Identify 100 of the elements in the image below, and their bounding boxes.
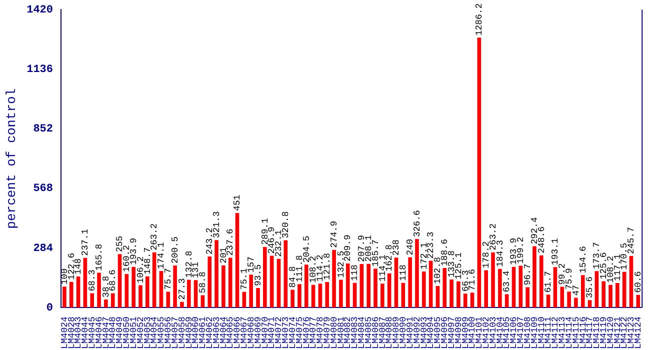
bar [90, 293, 94, 308]
bar [173, 266, 177, 308]
bar [76, 276, 80, 308]
data-label: 148 [74, 258, 84, 275]
data-label: 68.6 [108, 270, 118, 292]
bar [602, 281, 606, 308]
bar [263, 246, 267, 308]
bar [616, 283, 620, 308]
data-label: 209.9 [343, 234, 354, 262]
bar [110, 293, 115, 308]
data-label: 27.3 [177, 278, 188, 300]
bar [186, 280, 191, 308]
bar [456, 281, 460, 308]
y-tick-label: 1420 [26, 4, 54, 16]
bar [249, 274, 253, 308]
data-label: 320.8 [281, 211, 292, 238]
bar [366, 264, 370, 308]
y-tick-label: 852 [33, 124, 54, 136]
bar [325, 282, 330, 308]
bar [228, 258, 232, 308]
bar [428, 260, 433, 308]
bar [401, 282, 406, 308]
data-label: 248.6 [536, 226, 547, 254]
bar [422, 271, 426, 308]
bar [594, 271, 599, 308]
bar [214, 240, 218, 308]
bar [298, 284, 302, 308]
bar [138, 285, 142, 308]
data-label: 118 [350, 264, 360, 281]
bar [62, 286, 66, 308]
data-label: 1286.2 [474, 3, 485, 36]
y-tick-label: 284 [33, 242, 54, 255]
bar [97, 272, 101, 308]
data-label: 237.1 [80, 228, 91, 256]
data-label: 199.2 [516, 236, 526, 264]
bar [553, 267, 558, 308]
bar [408, 257, 412, 308]
bar [567, 292, 571, 308]
bar [352, 282, 357, 308]
bar [394, 258, 398, 308]
bar [636, 294, 640, 308]
bar [360, 264, 364, 308]
bar [526, 287, 530, 308]
bar [242, 292, 246, 308]
bar [222, 265, 226, 308]
data-label: 174.1 [156, 242, 167, 270]
data-label: 58.8 [198, 272, 208, 294]
x-tick-label: LM4124 [634, 316, 644, 349]
bar [560, 286, 564, 308]
bar [442, 268, 447, 308]
data-label: 60.6 [634, 271, 644, 293]
bar [339, 280, 343, 308]
data-label: 121.8 [322, 253, 333, 280]
data-label: 274.9 [329, 220, 340, 248]
bar [311, 284, 316, 308]
bar [588, 300, 592, 308]
bar [477, 38, 482, 308]
data-label: 61.7 [544, 271, 554, 293]
bar [504, 294, 509, 308]
bar [580, 275, 585, 308]
bar [83, 258, 88, 308]
bar [498, 268, 502, 308]
bar [532, 246, 536, 308]
bar [470, 292, 474, 308]
bar [622, 272, 626, 308]
bar [518, 266, 523, 308]
bar [276, 258, 281, 308]
bar [436, 286, 440, 308]
bar [166, 292, 170, 308]
bar [132, 266, 136, 308]
bar [380, 284, 384, 308]
bar [415, 239, 419, 308]
data-label: 71.6 [468, 268, 478, 291]
y-axis-title: percent of control [4, 88, 20, 229]
bar [104, 299, 108, 308]
data-label: 326.6 [412, 210, 422, 238]
bar [152, 252, 156, 308]
bar [180, 302, 184, 308]
bar [629, 256, 634, 308]
bar [284, 240, 288, 308]
bar [235, 212, 240, 308]
bar [463, 294, 468, 308]
bar [124, 274, 129, 308]
bar [608, 284, 612, 308]
bar [304, 264, 308, 308]
data-label: 240 [405, 239, 416, 256]
data-label: 93.5 [253, 264, 264, 286]
bar [484, 270, 488, 308]
bar [194, 280, 198, 308]
data-label: 184.3 [495, 240, 506, 267]
bar [69, 282, 74, 308]
data-label: 238 [392, 239, 402, 256]
bar [539, 255, 544, 308]
data-label: 451 [232, 194, 243, 211]
data-label: 223.3 [426, 232, 436, 259]
bar [208, 256, 212, 308]
bar [346, 264, 350, 308]
data-label: 63.4 [502, 270, 512, 292]
bar [290, 290, 294, 308]
bar [374, 268, 378, 308]
